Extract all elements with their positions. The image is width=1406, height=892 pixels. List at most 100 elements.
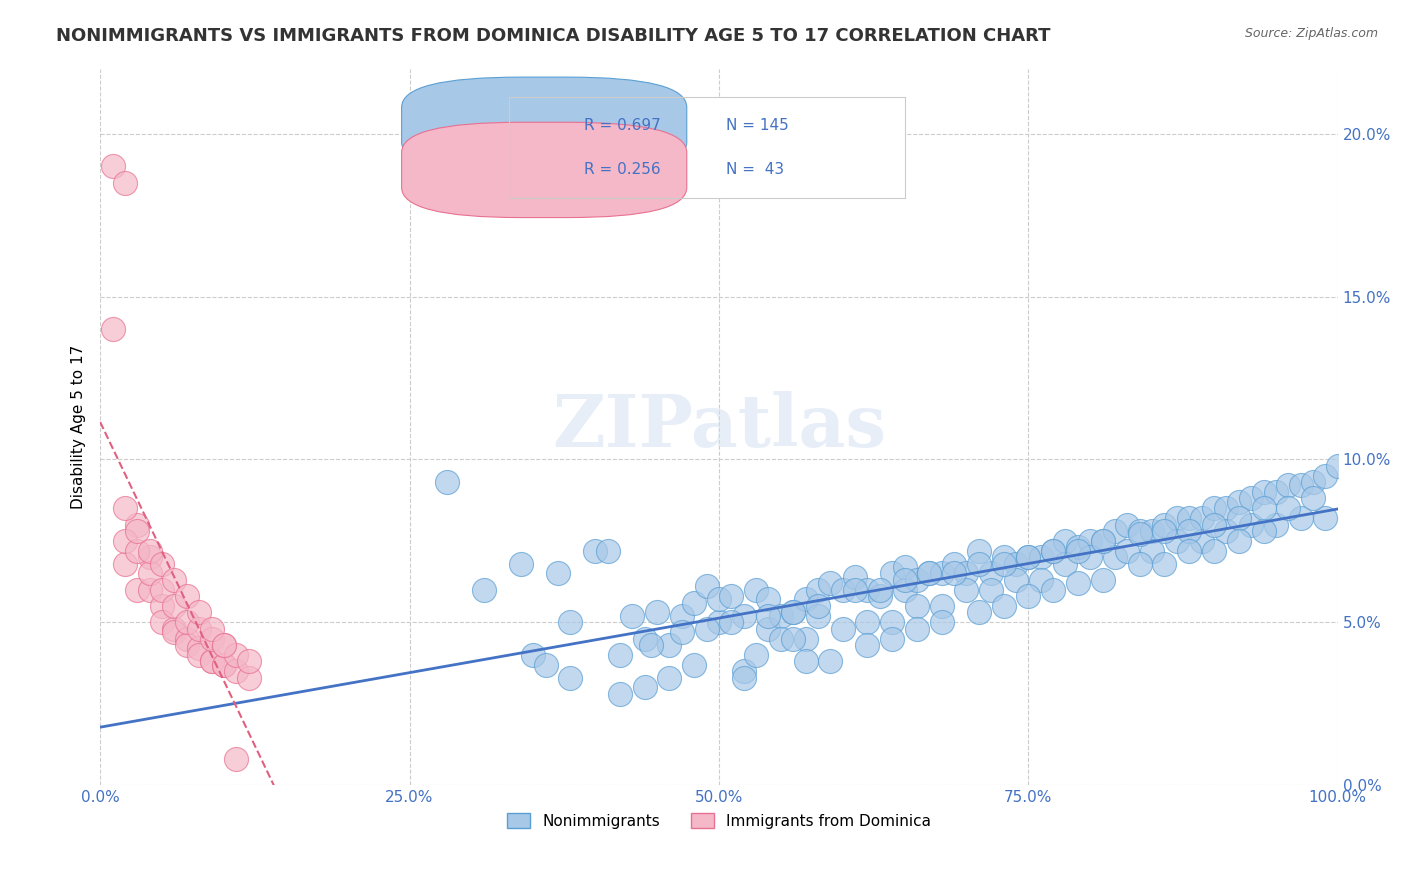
Point bbox=[1315, 468, 1337, 483]
Point bbox=[869, 582, 891, 597]
Point bbox=[176, 638, 198, 652]
Point bbox=[560, 671, 582, 685]
Point bbox=[127, 582, 149, 597]
Point bbox=[1078, 550, 1101, 565]
Point bbox=[794, 592, 817, 607]
Point bbox=[101, 322, 124, 336]
Point bbox=[609, 648, 631, 662]
Point bbox=[1277, 478, 1299, 492]
Point bbox=[758, 592, 780, 607]
Point bbox=[1005, 557, 1028, 571]
Text: ZIPatlas: ZIPatlas bbox=[553, 392, 886, 462]
Point bbox=[1253, 501, 1275, 516]
Point bbox=[176, 632, 198, 646]
Point bbox=[856, 638, 879, 652]
Text: Source: ZipAtlas.com: Source: ZipAtlas.com bbox=[1244, 27, 1378, 40]
Point bbox=[955, 582, 977, 597]
Point bbox=[993, 550, 1015, 565]
Point bbox=[1005, 573, 1028, 587]
Point bbox=[807, 608, 830, 623]
Point bbox=[1042, 582, 1064, 597]
Point bbox=[1104, 550, 1126, 565]
Point bbox=[138, 550, 160, 565]
Point bbox=[225, 648, 247, 662]
Point bbox=[794, 654, 817, 668]
Point bbox=[634, 632, 657, 646]
Point bbox=[820, 576, 842, 591]
Point bbox=[1227, 494, 1250, 508]
Point bbox=[1253, 485, 1275, 500]
Point bbox=[150, 599, 173, 613]
Point bbox=[683, 657, 706, 672]
Point bbox=[150, 615, 173, 630]
Point bbox=[931, 566, 953, 581]
Point bbox=[844, 582, 866, 597]
Point bbox=[1215, 501, 1237, 516]
Point bbox=[114, 557, 136, 571]
Point bbox=[993, 599, 1015, 613]
Point bbox=[820, 654, 842, 668]
Point bbox=[745, 582, 768, 597]
Point bbox=[1067, 576, 1090, 591]
Point bbox=[176, 589, 198, 603]
Point bbox=[1240, 491, 1263, 506]
Point bbox=[905, 599, 928, 613]
Point bbox=[163, 599, 186, 613]
Point bbox=[1202, 501, 1225, 516]
Point bbox=[1104, 524, 1126, 538]
Point bbox=[696, 622, 718, 636]
Point bbox=[782, 606, 804, 620]
Point bbox=[176, 615, 198, 630]
Point bbox=[212, 638, 235, 652]
Point bbox=[634, 681, 657, 695]
Point bbox=[671, 625, 693, 640]
Point bbox=[621, 608, 644, 623]
Point bbox=[583, 543, 606, 558]
Point bbox=[114, 533, 136, 548]
Point bbox=[758, 608, 780, 623]
Legend: Nonimmigrants, Immigrants from Dominica: Nonimmigrants, Immigrants from Dominica bbox=[501, 806, 936, 835]
Point bbox=[1166, 533, 1188, 548]
Point bbox=[745, 648, 768, 662]
Point bbox=[188, 648, 211, 662]
Point bbox=[1091, 533, 1114, 548]
Point bbox=[238, 654, 260, 668]
Point bbox=[534, 657, 557, 672]
Y-axis label: Disability Age 5 to 17: Disability Age 5 to 17 bbox=[72, 344, 86, 509]
Point bbox=[1140, 543, 1163, 558]
Point bbox=[671, 608, 693, 623]
Point bbox=[720, 615, 742, 630]
Point bbox=[1067, 543, 1090, 558]
Point bbox=[200, 654, 222, 668]
Point bbox=[1202, 543, 1225, 558]
Point bbox=[1042, 543, 1064, 558]
Point bbox=[1227, 533, 1250, 548]
Point bbox=[1140, 524, 1163, 538]
Point bbox=[188, 606, 211, 620]
Point bbox=[1029, 573, 1052, 587]
Point bbox=[769, 632, 792, 646]
Point bbox=[931, 615, 953, 630]
Point bbox=[1091, 533, 1114, 548]
Point bbox=[114, 176, 136, 190]
Point bbox=[1264, 485, 1286, 500]
Point bbox=[967, 543, 990, 558]
Point bbox=[1178, 511, 1201, 525]
Point bbox=[1264, 517, 1286, 532]
Point bbox=[1240, 517, 1263, 532]
Point bbox=[1166, 511, 1188, 525]
Point bbox=[658, 671, 681, 685]
Point bbox=[225, 664, 247, 678]
Point bbox=[893, 573, 915, 587]
Point bbox=[1153, 524, 1175, 538]
Point bbox=[163, 625, 186, 640]
Point bbox=[955, 566, 977, 581]
Point bbox=[967, 606, 990, 620]
Point bbox=[1202, 517, 1225, 532]
Point bbox=[882, 615, 904, 630]
Point bbox=[967, 557, 990, 571]
Point bbox=[127, 543, 149, 558]
Point bbox=[560, 615, 582, 630]
Point bbox=[696, 579, 718, 593]
Point bbox=[1029, 550, 1052, 565]
